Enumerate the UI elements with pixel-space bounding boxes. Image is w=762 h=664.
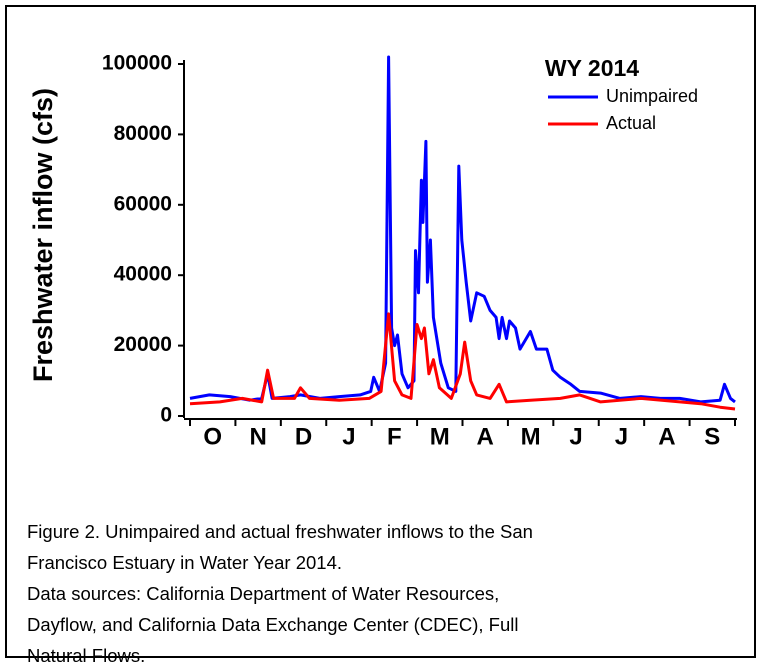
caption-line: Figure 2. Unimpaired and actual freshwat… <box>27 521 533 542</box>
caption-line: Data sources: California Department of W… <box>27 583 499 604</box>
x-tick-label: J <box>615 423 628 450</box>
x-tick-label: N <box>249 423 266 450</box>
y-tick-label: 0 <box>160 404 172 427</box>
legend-label: Actual <box>606 113 656 133</box>
legend-label: Unimpaired <box>606 86 698 106</box>
series-line <box>189 312 736 411</box>
legend-title: WY 2014 <box>545 55 639 81</box>
series-line <box>189 55 736 404</box>
caption-line: Francisco Estuary in Water Year 2014. <box>27 552 342 573</box>
caption-line: Natural Flows. <box>27 645 145 664</box>
x-tick-label: F <box>387 423 402 450</box>
y-axis-label: Freshwater inflow (cfs) <box>28 88 58 382</box>
x-tick-label: J <box>342 423 355 450</box>
x-tick-label: M <box>521 423 541 450</box>
x-tick-label: A <box>477 423 494 450</box>
x-tick-label: O <box>203 423 222 450</box>
y-tick-label: 80000 <box>114 122 172 145</box>
caption-line: Dayflow, and California Data Exchange Ce… <box>27 614 519 635</box>
x-tick-label: S <box>704 423 720 450</box>
y-tick-label: 40000 <box>114 263 172 286</box>
x-tick-label: D <box>295 423 312 450</box>
figure-border <box>5 5 756 658</box>
x-tick-label: A <box>658 423 675 450</box>
y-tick-label: 60000 <box>114 192 172 215</box>
x-tick-label: M <box>430 423 450 450</box>
y-tick-label: 20000 <box>114 333 172 356</box>
x-tick-label: J <box>569 423 582 450</box>
y-tick-label: 100000 <box>102 52 172 75</box>
